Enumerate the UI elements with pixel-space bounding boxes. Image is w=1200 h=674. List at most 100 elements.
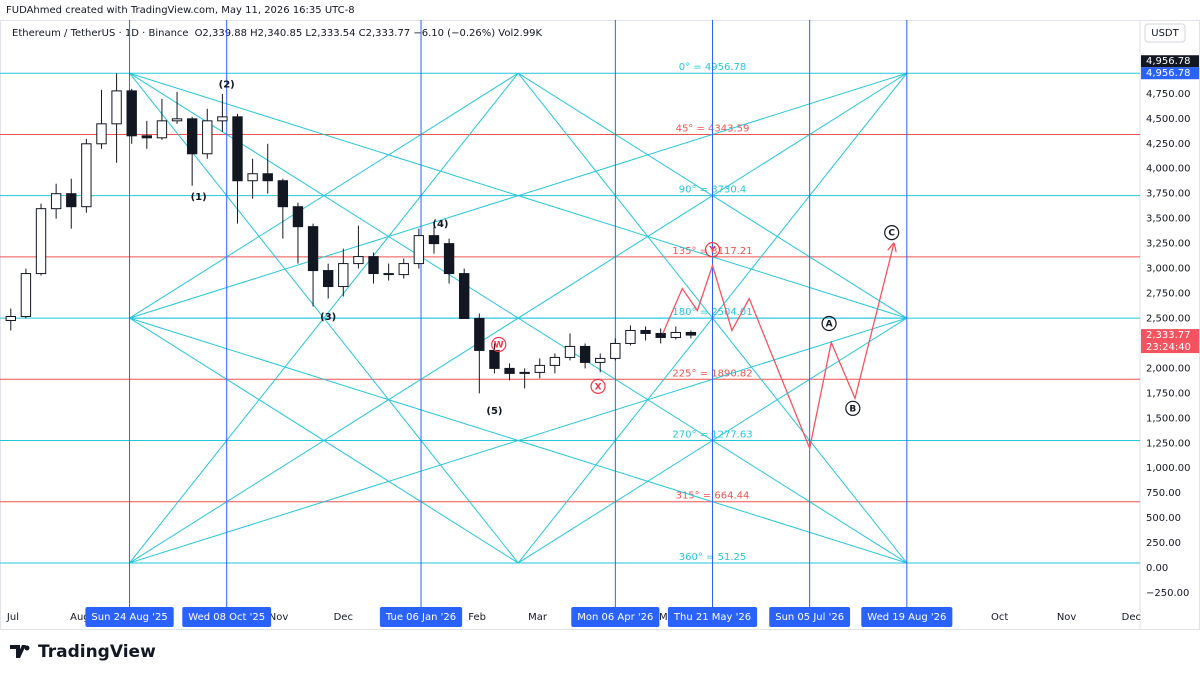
attribution: FUDAhmed created with TradingView.com, M… [6, 5, 355, 16]
candle-body [277, 180, 289, 208]
candle-body [156, 120, 168, 139]
wave-circle [821, 315, 837, 332]
date-marker-label: Tue 06 Jan '26 [385, 612, 456, 623]
wave-circle [845, 400, 861, 416]
currency: USDT [1151, 28, 1179, 39]
brand-logo [10, 645, 30, 658]
price-label: 4,956.78 [1146, 56, 1191, 67]
price-label: 4,956.78 [1146, 68, 1191, 79]
y-tick-label: 1,250.00 [1146, 438, 1191, 449]
price-label: 2,333.77 [1146, 330, 1191, 341]
currency-box [1144, 23, 1186, 43]
candle-body [610, 342, 621, 359]
candle-body [141, 135, 153, 139]
y-tick-label: −250.00 [1146, 588, 1189, 599]
date-marker-box [379, 607, 463, 627]
candle-body [202, 120, 213, 155]
wave-label: A [826, 319, 833, 329]
candle-body [353, 256, 364, 265]
wave-label: Y [708, 246, 716, 256]
y-tick-label: 4,250.00 [1146, 139, 1191, 150]
candle-body [20, 273, 32, 317]
wave-label: (4) [432, 219, 448, 230]
x-tick-label: Dec [334, 612, 353, 623]
date-marker-label: Thu 21 May '26 [673, 612, 751, 623]
candle-body [247, 173, 258, 182]
date-marker-box [85, 607, 174, 627]
candle-body [262, 173, 273, 182]
candle-body [428, 235, 440, 245]
projection-path [662, 244, 894, 451]
candle-body [640, 329, 651, 334]
date-marker-label: Wed 08 Oct '25 [188, 612, 265, 623]
date-marker-label: Sun 24 Aug '25 [91, 612, 167, 623]
date-marker-box [667, 607, 758, 627]
y-tick-label: 3,250.00 [1146, 239, 1191, 250]
y-tick-label: 2,750.00 [1146, 289, 1191, 300]
candle-body [171, 118, 183, 122]
candle-body [66, 193, 77, 208]
y-tick-label: 500.00 [1146, 513, 1181, 524]
brand: TradingView [38, 642, 156, 662]
candle-body [217, 116, 228, 122]
candle-body [685, 331, 697, 336]
candle-body [443, 243, 455, 275]
candle-body [96, 123, 107, 145]
candle-body [489, 349, 500, 369]
candle-body [111, 90, 122, 125]
x-tick-label: Jul [6, 612, 19, 623]
wave-circle [491, 336, 507, 353]
y-tick-label: 3,750.00 [1146, 189, 1191, 200]
candle-body [81, 143, 92, 208]
symbol-title: Ethereum / TetherUS · 1D · Binance [12, 28, 189, 39]
x-tick-label: Nov [269, 612, 289, 623]
candle-body [579, 345, 591, 363]
candle-body [322, 270, 334, 288]
y-tick-label: 4,750.00 [1146, 89, 1191, 100]
candle-body [35, 208, 47, 275]
date-marker-label: Mon 06 Apr '26 [577, 612, 653, 623]
date-marker-box [182, 607, 272, 627]
x-tick-label: Oct [991, 612, 1008, 623]
candle-body [307, 226, 319, 272]
y-tick-label: 2,000.00 [1146, 363, 1191, 374]
gann-fan-line [129, 72, 907, 319]
candle-body [338, 263, 349, 288]
y-tick-label: 3,500.00 [1146, 214, 1191, 225]
candle-body [625, 329, 636, 344]
candle-body [534, 364, 545, 373]
wave-circle [704, 242, 721, 258]
price-label-box [1141, 67, 1199, 80]
wave-label: (3) [320, 312, 336, 323]
logo-dot [24, 645, 30, 651]
wave-label: (2) [219, 79, 235, 90]
wave-label: W [494, 340, 504, 350]
price-countdown: 23:24:40 [1146, 342, 1191, 353]
wave-circle [884, 225, 900, 241]
candle-body [670, 331, 681, 338]
candle-body [126, 90, 137, 137]
candle-body [232, 116, 243, 182]
date-marker-box [571, 607, 660, 627]
candle-body [564, 345, 576, 358]
candle-body [413, 235, 425, 265]
y-tick-label: 0.00 [1146, 563, 1168, 574]
candle-body [655, 332, 666, 338]
wave-label: (5) [486, 406, 502, 417]
candle-body [50, 193, 62, 210]
y-tick-label: 1,000.00 [1146, 463, 1191, 474]
x-tick-label: Dec [1122, 612, 1141, 623]
date-marker-box [861, 607, 953, 627]
date-marker-box [769, 607, 851, 627]
candle-body [504, 367, 515, 374]
candle-body [474, 317, 485, 351]
y-tick-label: 3,000.00 [1146, 264, 1191, 275]
y-tick-label: 1,500.00 [1146, 413, 1191, 424]
gann-fan-line [129, 317, 907, 564]
date-marker-label: Wed 19 Aug '26 [867, 612, 946, 623]
y-tick-label: 250.00 [1146, 538, 1181, 549]
candle-body [5, 315, 16, 321]
y-tick-label: 4,500.00 [1146, 114, 1191, 125]
y-tick-label: 2,500.00 [1146, 313, 1191, 324]
x-tick-label: Aug [70, 612, 90, 623]
